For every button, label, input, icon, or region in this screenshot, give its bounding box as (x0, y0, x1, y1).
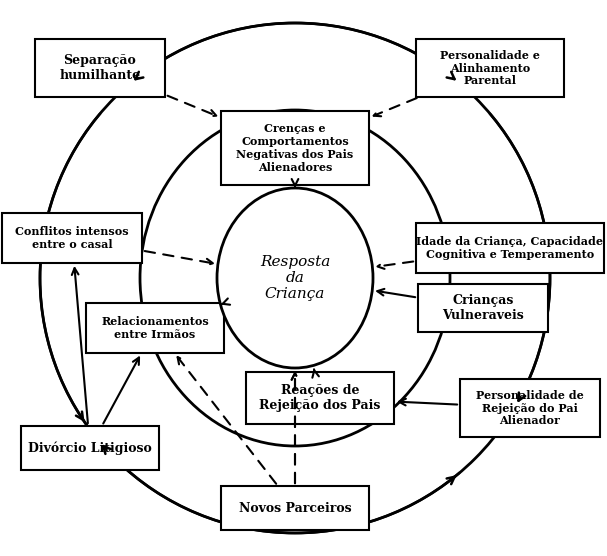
FancyBboxPatch shape (86, 303, 224, 353)
FancyBboxPatch shape (2, 213, 142, 263)
Text: Crianças
Vulneraveis: Crianças Vulneraveis (442, 294, 524, 322)
FancyBboxPatch shape (221, 111, 369, 185)
FancyBboxPatch shape (416, 223, 604, 273)
Text: Crenças e
Comportamentos
Negativas dos Pais
Alienadores: Crenças e Comportamentos Negativas dos P… (236, 123, 354, 173)
FancyBboxPatch shape (35, 39, 165, 97)
FancyBboxPatch shape (416, 39, 564, 97)
Ellipse shape (217, 188, 373, 368)
FancyBboxPatch shape (460, 379, 600, 437)
Text: Relacionamentos
entre Irmãos: Relacionamentos entre Irmãos (101, 316, 209, 340)
Text: Novos Parceiros: Novos Parceiros (239, 502, 351, 514)
Text: Divórcio Litigioso: Divórcio Litigioso (28, 441, 152, 455)
Text: Separação
humilhante: Separação humilhante (59, 54, 141, 82)
Text: Conflitos intensos
entre o casal: Conflitos intensos entre o casal (15, 226, 129, 250)
Text: Personalidade e
Alinhamento
Parental: Personalidade e Alinhamento Parental (440, 49, 540, 86)
FancyBboxPatch shape (418, 284, 548, 332)
Text: Personalidade de
Rejeição do Pai
Alienador: Personalidade de Rejeição do Pai Alienad… (476, 390, 584, 426)
FancyBboxPatch shape (246, 372, 394, 424)
FancyBboxPatch shape (21, 426, 159, 470)
Text: Idade da Criança, Capacidade
Cognitiva e Temperamento: Idade da Criança, Capacidade Cognitiva e… (416, 236, 603, 260)
Text: Reações de
Rejeição dos Pais: Reações de Rejeição dos Pais (259, 384, 381, 412)
FancyBboxPatch shape (221, 486, 369, 530)
Text: Resposta
da
Criança: Resposta da Criança (260, 255, 330, 301)
